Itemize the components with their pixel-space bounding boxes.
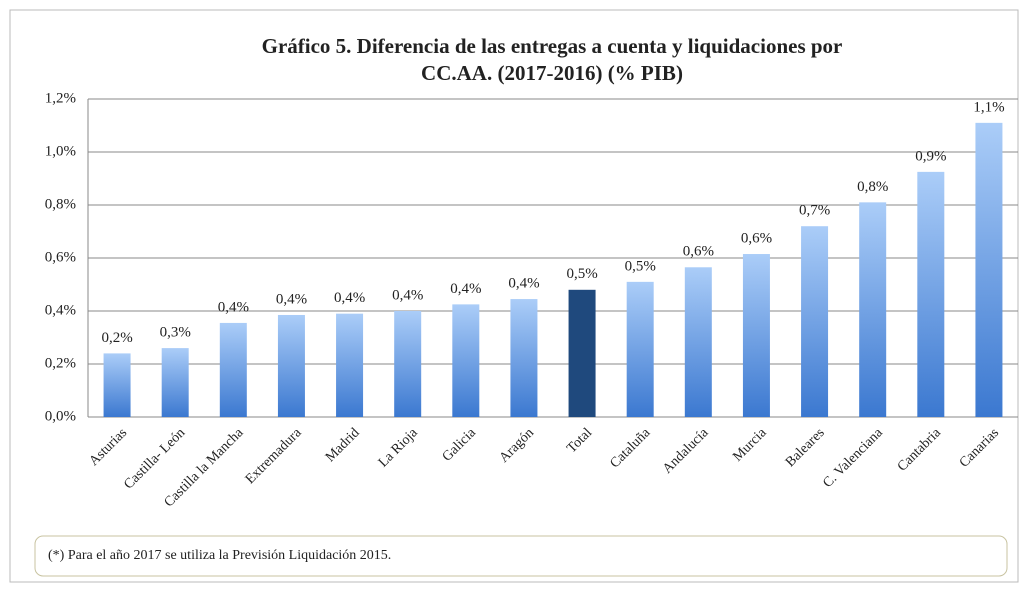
y-tick-label: 0,2%	[45, 355, 76, 371]
value-label: 0,4%	[334, 290, 365, 306]
y-tick-label: 1,0%	[45, 143, 76, 159]
y-tick-label: 1,2%	[45, 90, 76, 106]
bar	[801, 226, 829, 417]
bar	[568, 289, 596, 417]
value-label: 0,3%	[160, 325, 191, 341]
value-label: 0,5%	[625, 258, 656, 274]
chart-frame	[9, 9, 1019, 583]
value-label: 0,4%	[392, 287, 423, 303]
bar	[394, 311, 422, 417]
bar	[684, 267, 712, 417]
value-label: 0,2%	[101, 330, 132, 346]
bar	[277, 314, 305, 417]
value-label: 0,4%	[508, 276, 539, 292]
value-label: 0,4%	[276, 291, 307, 307]
value-label: 0,5%	[566, 266, 597, 282]
bar	[626, 281, 654, 417]
bar	[161, 348, 189, 417]
bar	[975, 122, 1003, 417]
bar	[219, 322, 247, 417]
bar	[859, 202, 887, 417]
chart-title: CC.AA. (2017-2016) (% PIB)	[421, 61, 683, 85]
bar	[917, 171, 945, 417]
bar	[742, 254, 770, 417]
value-label: 0,6%	[741, 230, 772, 246]
y-tick-label: 0,6%	[45, 249, 76, 265]
footnote-box	[34, 535, 1008, 577]
value-label: 0,8%	[857, 179, 888, 195]
value-label: 0,7%	[799, 203, 830, 219]
value-label: 0,4%	[450, 281, 481, 297]
value-label: 0,6%	[683, 244, 714, 260]
y-tick-label: 0,8%	[45, 196, 76, 212]
footnote: (*) Para el año 2017 se utiliza la Previ…	[48, 548, 391, 563]
chart-title: Gráfico 5. Diferencia de las entregas a …	[262, 34, 843, 58]
bar	[452, 304, 480, 417]
value-label: 0,9%	[915, 148, 946, 164]
bar	[103, 353, 131, 417]
y-tick-label: 0,0%	[45, 408, 76, 424]
value-label: 1,1%	[973, 99, 1004, 115]
y-tick-label: 0,4%	[45, 302, 76, 318]
bar	[336, 313, 364, 417]
value-label: 0,4%	[218, 299, 249, 315]
bar	[510, 299, 538, 417]
